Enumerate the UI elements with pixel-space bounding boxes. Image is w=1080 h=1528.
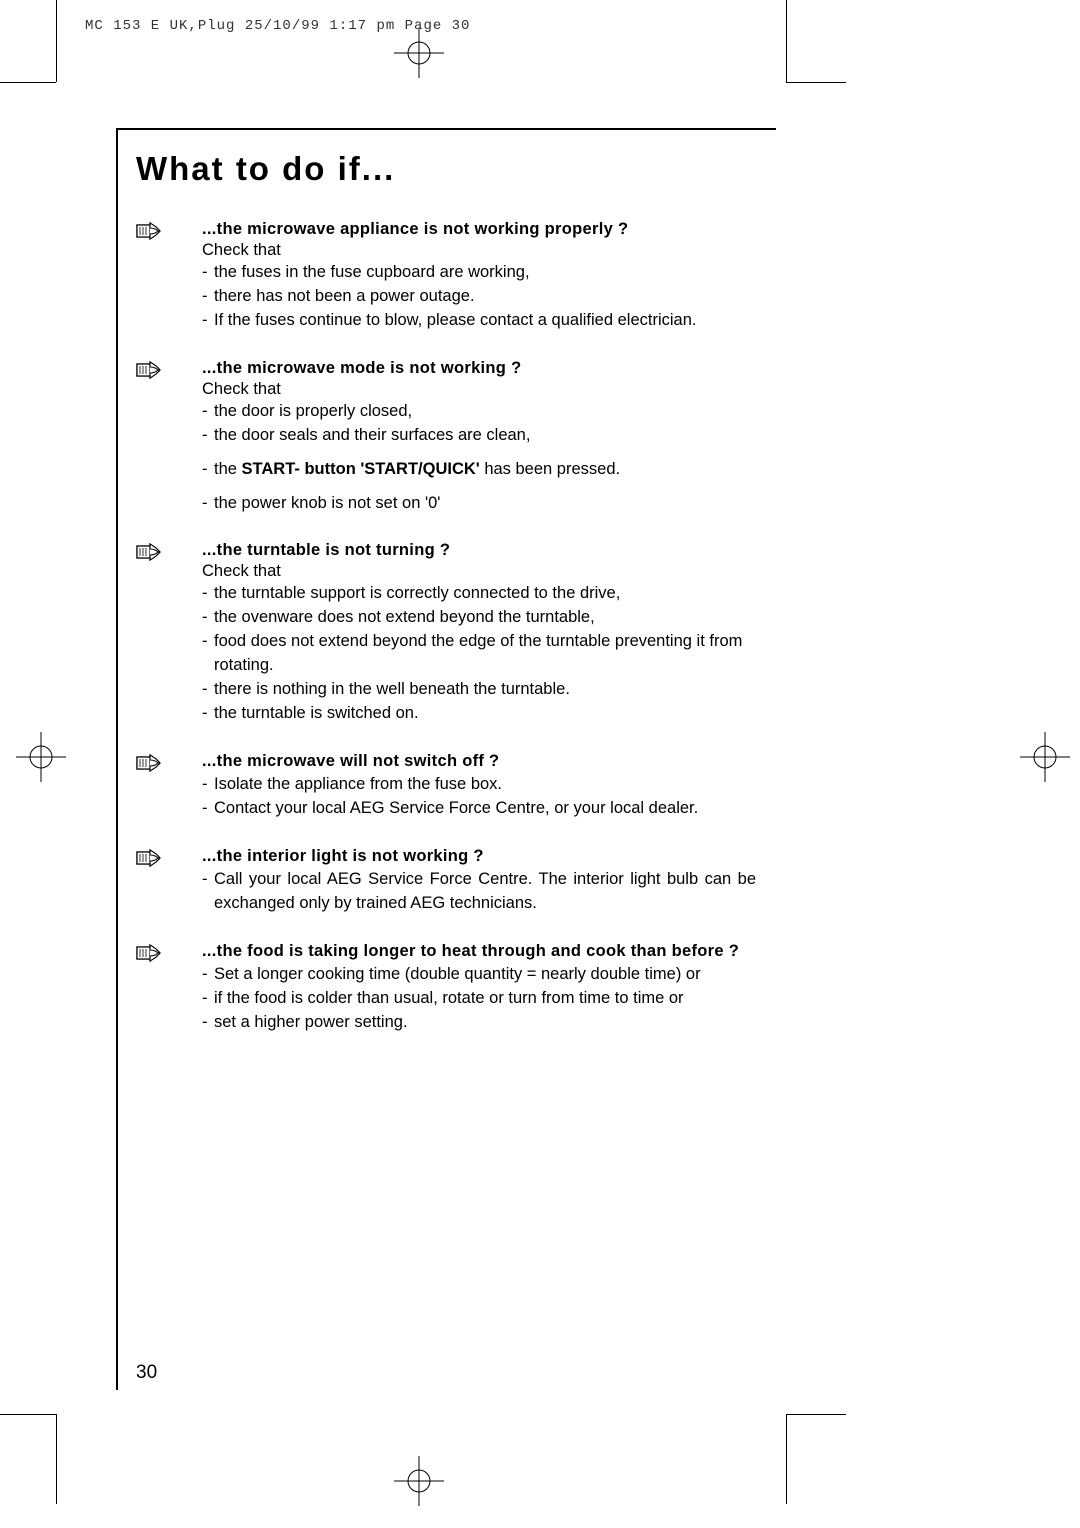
bullet-dash: - <box>202 702 214 726</box>
pointing-hand-icon <box>136 754 162 772</box>
bullet-line: -the ovenware does not extend beyond the… <box>202 606 756 630</box>
troubleshoot-section: ...the interior light is not working ? -C… <box>136 847 756 916</box>
trim-mark <box>786 1414 787 1504</box>
trim-mark <box>786 0 787 82</box>
registration-mark-left <box>16 732 66 782</box>
trim-mark <box>786 82 846 83</box>
bullet-text: if the food is colder than usual, rotate… <box>214 987 756 1011</box>
troubleshoot-section: ...the microwave appliance is not workin… <box>136 220 756 333</box>
bullet-line: -Set a longer cooking time (double quant… <box>202 963 756 987</box>
registration-mark-right <box>1020 732 1070 782</box>
bullet-dash: - <box>202 309 214 333</box>
page-number: 30 <box>136 1362 157 1384</box>
registration-mark-bottom <box>394 1456 444 1506</box>
bullet-line: -the turntable support is correctly conn… <box>202 582 756 606</box>
bullet-text: the START- button 'START/QUICK' has been… <box>214 458 756 482</box>
bullet-text: Set a longer cooking time (double quanti… <box>214 963 756 987</box>
bullet-text: the turntable is switched on. <box>214 702 756 726</box>
bullet-text: the ovenware does not extend beyond the … <box>214 606 756 630</box>
bullet-line: -the door is properly closed, <box>202 400 756 424</box>
bullet-dash: - <box>202 678 214 702</box>
bullet-dash: - <box>202 492 214 516</box>
spacer <box>202 448 756 458</box>
section-heading: ...the microwave appliance is not workin… <box>202 220 756 239</box>
troubleshoot-section: ...the microwave will not switch off ? -I… <box>136 752 756 821</box>
spacer <box>202 482 756 492</box>
bullet-line: -food does not extend beyond the edge of… <box>202 630 756 678</box>
section-heading: ...the microwave will not switch off ? <box>202 752 756 771</box>
bullet-dash: - <box>202 582 214 606</box>
bullet-text: there is nothing in the well beneath the… <box>214 678 756 702</box>
pointing-hand-icon <box>136 849 162 867</box>
troubleshoot-section: ...the microwave mode is not working ? Ch… <box>136 359 756 516</box>
trim-mark <box>56 0 57 82</box>
bullet-dash: - <box>202 773 214 797</box>
bullet-dash: - <box>202 285 214 309</box>
bullet-line: -If the fuses continue to blow, please c… <box>202 309 756 333</box>
bullet-text: the door seals and their surfaces are cl… <box>214 424 756 448</box>
bullet-text: there has not been a power outage. <box>214 285 756 309</box>
bullet-dash: - <box>202 400 214 424</box>
bullet-line: -the turntable is switched on. <box>202 702 756 726</box>
bullet-dash: - <box>202 261 214 285</box>
bullet-dash: - <box>202 606 214 630</box>
bullet-line: -there is nothing in the well beneath th… <box>202 678 756 702</box>
bullet-text: Isolate the appliance from the fuse box. <box>214 773 756 797</box>
troubleshoot-section: ...the turntable is not turning ? Check t… <box>136 541 756 726</box>
bullet-dash: - <box>202 458 214 482</box>
bullet-line: -the fuses in the fuse cupboard are work… <box>202 261 756 285</box>
bullet-dash: - <box>202 1011 214 1035</box>
bullet-line: -if the food is colder than usual, rotat… <box>202 987 756 1011</box>
pointing-hand-icon <box>136 222 162 240</box>
bullet-line: -Isolate the appliance from the fuse box… <box>202 773 756 797</box>
bullet-line: -Call your local AEG Service Force Centr… <box>202 868 756 916</box>
bullet-dash: - <box>202 987 214 1011</box>
trim-mark <box>56 1414 57 1504</box>
check-that-label: Check that <box>202 241 756 260</box>
check-that-label: Check that <box>202 380 756 399</box>
pointing-hand-icon <box>136 944 162 962</box>
bullet-text: the door is properly closed, <box>214 400 756 424</box>
bullet-text: set a higher power setting. <box>214 1011 756 1035</box>
bullet-text: the fuses in the fuse cupboard are worki… <box>214 261 756 285</box>
troubleshoot-section: ...the food is taking longer to heat thr… <box>136 942 756 1035</box>
bullet-line: -there has not been a power outage. <box>202 285 756 309</box>
bullet-text: the turntable support is correctly conne… <box>214 582 756 606</box>
bullet-text: Call your local AEG Service Force Centre… <box>214 868 756 916</box>
bullet-line: -the power knob is not set on '0' <box>202 492 756 516</box>
section-heading: ...the food is taking longer to heat thr… <box>202 942 756 961</box>
check-that-label: Check that <box>202 562 756 581</box>
registration-mark-top <box>394 28 444 78</box>
pointing-hand-icon <box>136 361 162 379</box>
pointing-hand-icon <box>136 543 162 561</box>
section-heading: ...the microwave mode is not working ? <box>202 359 756 378</box>
bullet-text: Contact your local AEG Service Force Cen… <box>214 797 756 821</box>
bullet-text: If the fuses continue to blow, please co… <box>214 309 756 333</box>
page-content: What to do if... ...the microwave applia… <box>136 150 756 1060</box>
trim-mark <box>0 82 56 83</box>
page-title: What to do if... <box>136 150 756 188</box>
trim-mark <box>0 1414 56 1415</box>
bullet-dash: - <box>202 424 214 448</box>
bullet-line: -Contact your local AEG Service Force Ce… <box>202 797 756 821</box>
bullet-line: -the door seals and their surfaces are c… <box>202 424 756 448</box>
section-heading: ...the turntable is not turning ? <box>202 541 756 560</box>
bullet-line: -set a higher power setting. <box>202 1011 756 1035</box>
bullet-dash: - <box>202 963 214 987</box>
bullet-text: food does not extend beyond the edge of … <box>214 630 756 678</box>
bullet-line: -the START- button 'START/QUICK' has bee… <box>202 458 756 482</box>
section-heading: ...the interior light is not working ? <box>202 847 756 866</box>
bullet-dash: - <box>202 630 214 678</box>
bullet-dash: - <box>202 797 214 821</box>
bold-text: START- button 'START/QUICK' <box>242 460 480 478</box>
bullet-text: the power knob is not set on '0' <box>214 492 756 516</box>
bullet-dash: - <box>202 868 214 916</box>
trim-mark <box>786 1414 846 1415</box>
